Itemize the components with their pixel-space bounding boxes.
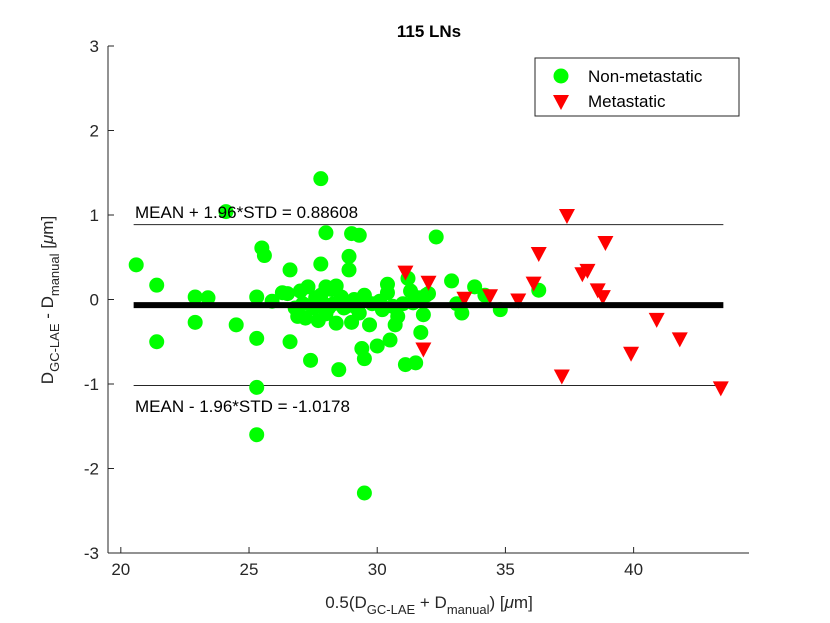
non-metastatic-point xyxy=(356,485,372,501)
upper-limit-label: MEAN + 1.96*STD = 0.88608 xyxy=(135,203,358,222)
non-metastatic-point xyxy=(313,171,329,187)
legend: Non-metastatic Metastatic xyxy=(534,57,740,117)
non-metastatic-point xyxy=(303,352,319,368)
x-tick-label: 30 xyxy=(368,560,387,579)
non-metastatic-point xyxy=(318,225,334,241)
metastatic-point xyxy=(397,265,414,281)
non-metastatic-point xyxy=(297,310,313,326)
non-metastatic-point xyxy=(428,229,444,245)
non-metastatic-point xyxy=(249,289,265,305)
non-metastatic-point xyxy=(341,262,357,278)
y-axis-label: DGC-LAE - Dmanual [μm] xyxy=(38,216,62,384)
metastatic-point xyxy=(530,247,547,263)
legend-metastatic-marker xyxy=(553,95,569,110)
x-axis-label: 0.5(DGC-LAE + Dmanual) [μm] xyxy=(325,593,533,617)
non-metastatic-point xyxy=(379,285,395,301)
y-tick-label: -1 xyxy=(84,375,99,394)
legend-non-metastatic-marker xyxy=(553,68,569,84)
metastatic-point xyxy=(558,209,575,224)
non-metastatic-point xyxy=(187,289,203,305)
non-metastatic-point xyxy=(249,330,265,346)
non-metastatic-point xyxy=(351,227,367,243)
non-metastatic-point xyxy=(421,286,436,302)
y-tick-label: 1 xyxy=(90,206,99,225)
metastatic-point xyxy=(597,236,614,252)
x-tick-label: 25 xyxy=(240,560,259,579)
non-metastatic-point xyxy=(356,351,372,367)
x-tick-label: 35 xyxy=(496,560,515,579)
non-metastatic-point xyxy=(279,286,295,302)
metastatic-point xyxy=(525,276,542,292)
y-tick-label: 2 xyxy=(90,122,99,141)
non-metastatic-point xyxy=(249,379,265,395)
lower-limit-label: MEAN - 1.96*STD = -1.0178 xyxy=(135,397,350,416)
metastatic-point xyxy=(510,293,527,309)
non-metastatic-point xyxy=(218,204,234,220)
y-ticks: -3 -2 -1 0 1 2 3 xyxy=(84,37,114,563)
y-tick-label: 0 xyxy=(90,291,99,310)
non-metastatic-point xyxy=(200,290,216,306)
metastatic-points xyxy=(397,209,729,397)
non-metastatic-point xyxy=(249,427,265,443)
metastatic-point xyxy=(594,290,611,306)
metastatic-point xyxy=(482,289,499,305)
metastatic-point xyxy=(456,291,473,307)
non-metastatic-point xyxy=(467,279,483,295)
non-metastatic-point xyxy=(369,338,385,354)
metastatic-point xyxy=(553,369,570,385)
metastatic-point xyxy=(415,342,432,358)
non-metastatic-point xyxy=(313,256,329,272)
non-metastatic-point xyxy=(149,334,165,350)
legend-metastatic-label: Metastatic xyxy=(588,92,666,111)
non-metastatic-point xyxy=(390,308,406,324)
non-metastatic-point xyxy=(149,277,165,293)
non-metastatic-point xyxy=(351,305,367,321)
non-metastatic-point xyxy=(413,324,429,340)
x-tick-label: 40 xyxy=(624,560,643,579)
non-metastatic-point xyxy=(382,332,398,348)
chart-title: 115 LNs xyxy=(397,22,461,41)
x-tick-label: 20 xyxy=(111,560,130,579)
legend-box xyxy=(534,57,740,117)
metastatic-point xyxy=(671,332,688,348)
non-metastatic-point xyxy=(228,317,244,333)
non-metastatic-point xyxy=(331,362,347,378)
non-metastatic-point xyxy=(328,315,344,331)
non-metastatic-point xyxy=(415,307,431,323)
metastatic-point xyxy=(712,381,729,397)
metastatic-point xyxy=(420,275,437,291)
non-metastatic-point xyxy=(282,262,298,278)
y-tick-label: -2 xyxy=(84,460,99,479)
non-metastatic-point xyxy=(408,355,424,371)
non-metastatic-point xyxy=(128,257,144,273)
metastatic-point xyxy=(648,312,665,328)
non-metastatic-point xyxy=(444,273,460,289)
non-metastatic-point xyxy=(454,305,470,321)
non-metastatic-point xyxy=(341,248,357,264)
y-tick-label: 3 xyxy=(90,37,99,56)
non-metastatic-point xyxy=(362,317,378,333)
non-metastatic-point xyxy=(256,248,272,264)
metastatic-point xyxy=(579,263,596,279)
x-ticks: 20 25 30 35 40 xyxy=(111,547,643,579)
y-tick-label: -3 xyxy=(84,544,99,563)
metastatic-point xyxy=(623,346,640,362)
non-metastatic-point xyxy=(282,334,298,350)
non-metastatic-point xyxy=(300,279,316,295)
non-metastatic-point xyxy=(187,314,203,330)
legend-non-metastatic-label: Non-metastatic xyxy=(588,67,703,86)
